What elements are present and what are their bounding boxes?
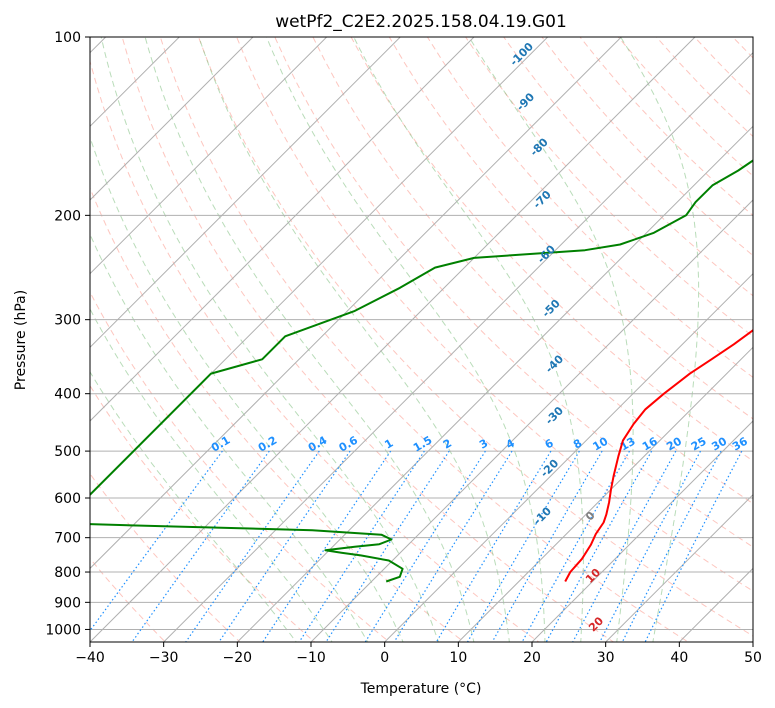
isotherm-line [90,37,254,201]
x-axis-label: Temperature (°C) [360,681,482,697]
isotherm-line [90,37,402,349]
mixing-ratio-line [599,450,702,642]
chart-title: wetPf2_C2E2.2025.158.04.19.G01 [275,12,567,32]
y-tick-label: 600 [54,491,81,507]
mixing-ratio-line [644,450,743,642]
dry-adiabat [90,186,465,642]
y-axis-ticks: 100 200 300 400 500 600 700 800 900 1000 [45,30,90,638]
dry-adiabat [236,37,753,592]
dry-adiabat [159,37,690,642]
moist-adiabat [353,37,584,642]
mixing-ratio-line [262,450,392,642]
temperature-line [564,329,753,582]
mixing-ratio-line [218,450,351,642]
isotherm-line [604,493,753,642]
isotherm-line [90,37,549,496]
isotherm-line [457,346,753,642]
y-tick-label: 300 [54,313,81,329]
isotherm-line [162,51,753,642]
isotherm-line [531,420,753,642]
y-tick-label: 400 [54,387,81,403]
mixing-ratio-line [185,450,320,642]
x-tick-label: −20 [223,650,253,666]
dry-adiabat [90,59,540,642]
mixing-ratio-line [621,450,722,642]
dry-adiabat [90,557,167,642]
isotherm-line [383,272,753,642]
mixing-ratio-line [298,450,425,642]
mixing-ratio-line [325,450,450,642]
sounding-series [90,159,753,583]
y-tick-label: 700 [54,531,81,547]
dry-adiabat [90,291,391,642]
isotherm-line [236,125,753,642]
x-tick-label: 0 [380,650,389,666]
moist-adiabat [468,37,634,642]
y-tick-label: 1000 [45,622,81,638]
mixing-ratio-line [521,450,631,642]
isotherms [90,37,753,642]
isotherm-line [90,37,328,275]
mixing-ratio-line [466,450,580,642]
dry-adiabat [90,472,241,642]
x-tick-label: 20 [523,650,541,666]
dewpoint-line [90,159,753,583]
plot-area: 0.1 0.2 0.4 0.6 1 1.5 2 3 4 6 8 10 13 16 20 25 30 36 -100… [90,37,753,642]
dry-adiabat [312,37,753,505]
x-axis-ticks: −40 −30 −20 −10 0 10 20 30 40 50 [75,642,762,666]
y-tick-label: 200 [54,208,81,224]
moist-adiabat [90,308,333,642]
y-tick-label: 500 [54,444,81,460]
y-tick-label: 100 [54,30,81,46]
dry-adiabat [426,37,753,378]
y-axis-label: Pressure (hPa) [13,290,29,390]
moist-adiabat [144,37,475,642]
x-tick-label: −30 [149,650,179,666]
y-tick-label: 800 [54,565,81,581]
x-tick-label: 10 [449,650,467,666]
isotherm-line [90,37,181,128]
dry-adiabat [197,37,753,637]
x-tick-label: −10 [296,650,326,666]
dry-adiabats [90,37,753,642]
plot-frame [89,36,754,643]
x-tick-label: −40 [75,650,105,666]
y-tick-label: 900 [54,595,81,611]
dry-adiabat [274,37,753,548]
isotherm-line [90,37,475,422]
moist-adiabat [620,37,700,642]
dry-adiabat [465,37,753,338]
pressure-gridlines [90,37,753,630]
moist-adiabat [266,37,546,642]
x-tick-label: 40 [670,650,688,666]
dry-adiabat [90,384,316,642]
mixing-ratio-line [435,450,552,642]
x-tick-label: 50 [744,650,762,666]
dry-adiabat [388,37,753,420]
moist-adiabat [100,37,440,642]
x-tick-label: 30 [597,650,615,666]
isotherm-line [310,199,753,642]
mixing-ratio-line [131,450,270,642]
isotherm-line [90,37,623,570]
dry-adiabat [121,37,615,642]
isotherm-line [90,37,696,642]
